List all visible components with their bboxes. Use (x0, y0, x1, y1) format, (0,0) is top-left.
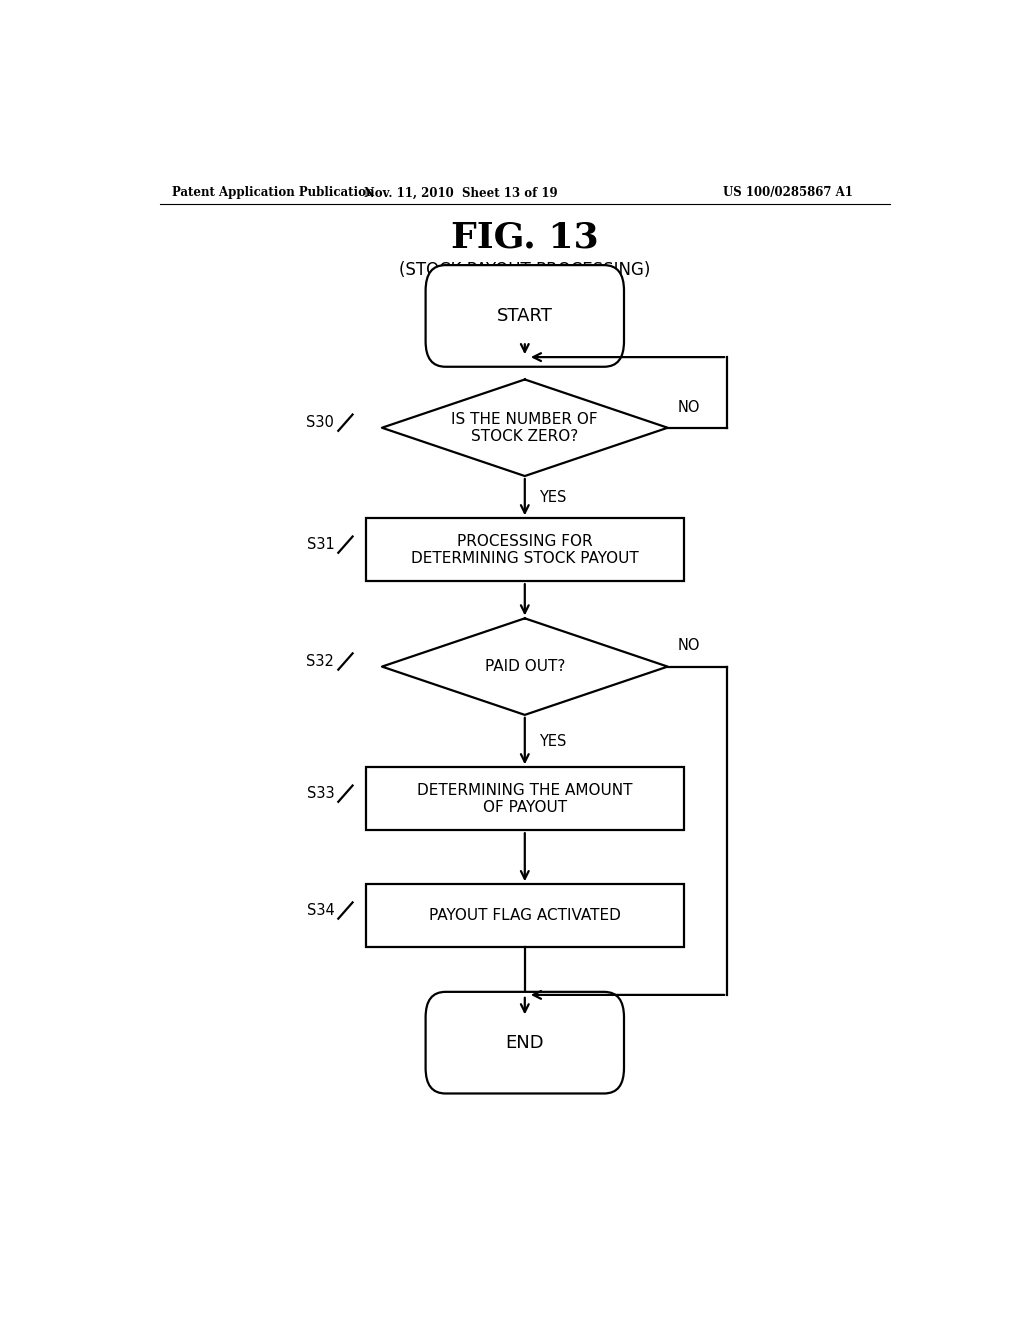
Text: Nov. 11, 2010  Sheet 13 of 19: Nov. 11, 2010 Sheet 13 of 19 (365, 186, 558, 199)
Text: YES: YES (539, 734, 566, 748)
Text: YES: YES (539, 490, 566, 504)
Text: NO: NO (677, 400, 699, 414)
FancyBboxPatch shape (426, 991, 624, 1093)
Bar (367, 767, 684, 830)
Text: START: START (497, 308, 553, 325)
Text: DETERMINING THE AMOUNT
OF PAYOUT: DETERMINING THE AMOUNT OF PAYOUT (417, 783, 633, 814)
Text: S34: S34 (306, 903, 334, 917)
Text: IS THE NUMBER OF
STOCK ZERO?: IS THE NUMBER OF STOCK ZERO? (452, 412, 598, 444)
Text: US 100/0285867 A1: US 100/0285867 A1 (723, 186, 853, 199)
Text: END: END (506, 1034, 544, 1052)
Text: S33: S33 (307, 787, 334, 801)
FancyBboxPatch shape (426, 265, 624, 367)
Text: S32: S32 (306, 653, 334, 669)
Text: PROCESSING FOR
DETERMINING STOCK PAYOUT: PROCESSING FOR DETERMINING STOCK PAYOUT (411, 533, 639, 566)
Text: S31: S31 (306, 537, 334, 552)
Polygon shape (382, 379, 668, 477)
Text: NO: NO (677, 639, 699, 653)
Polygon shape (382, 618, 668, 715)
Bar (367, 884, 684, 948)
Text: PAYOUT FLAG ACTIVATED: PAYOUT FLAG ACTIVATED (429, 908, 621, 923)
Text: Patent Application Publication: Patent Application Publication (172, 186, 374, 199)
Text: (STOCK PAYOUT PROCESSING): (STOCK PAYOUT PROCESSING) (399, 261, 650, 280)
Text: PAID OUT?: PAID OUT? (484, 659, 565, 675)
Text: FIG. 13: FIG. 13 (451, 220, 599, 255)
Text: S30: S30 (306, 416, 334, 430)
Bar (367, 519, 684, 581)
